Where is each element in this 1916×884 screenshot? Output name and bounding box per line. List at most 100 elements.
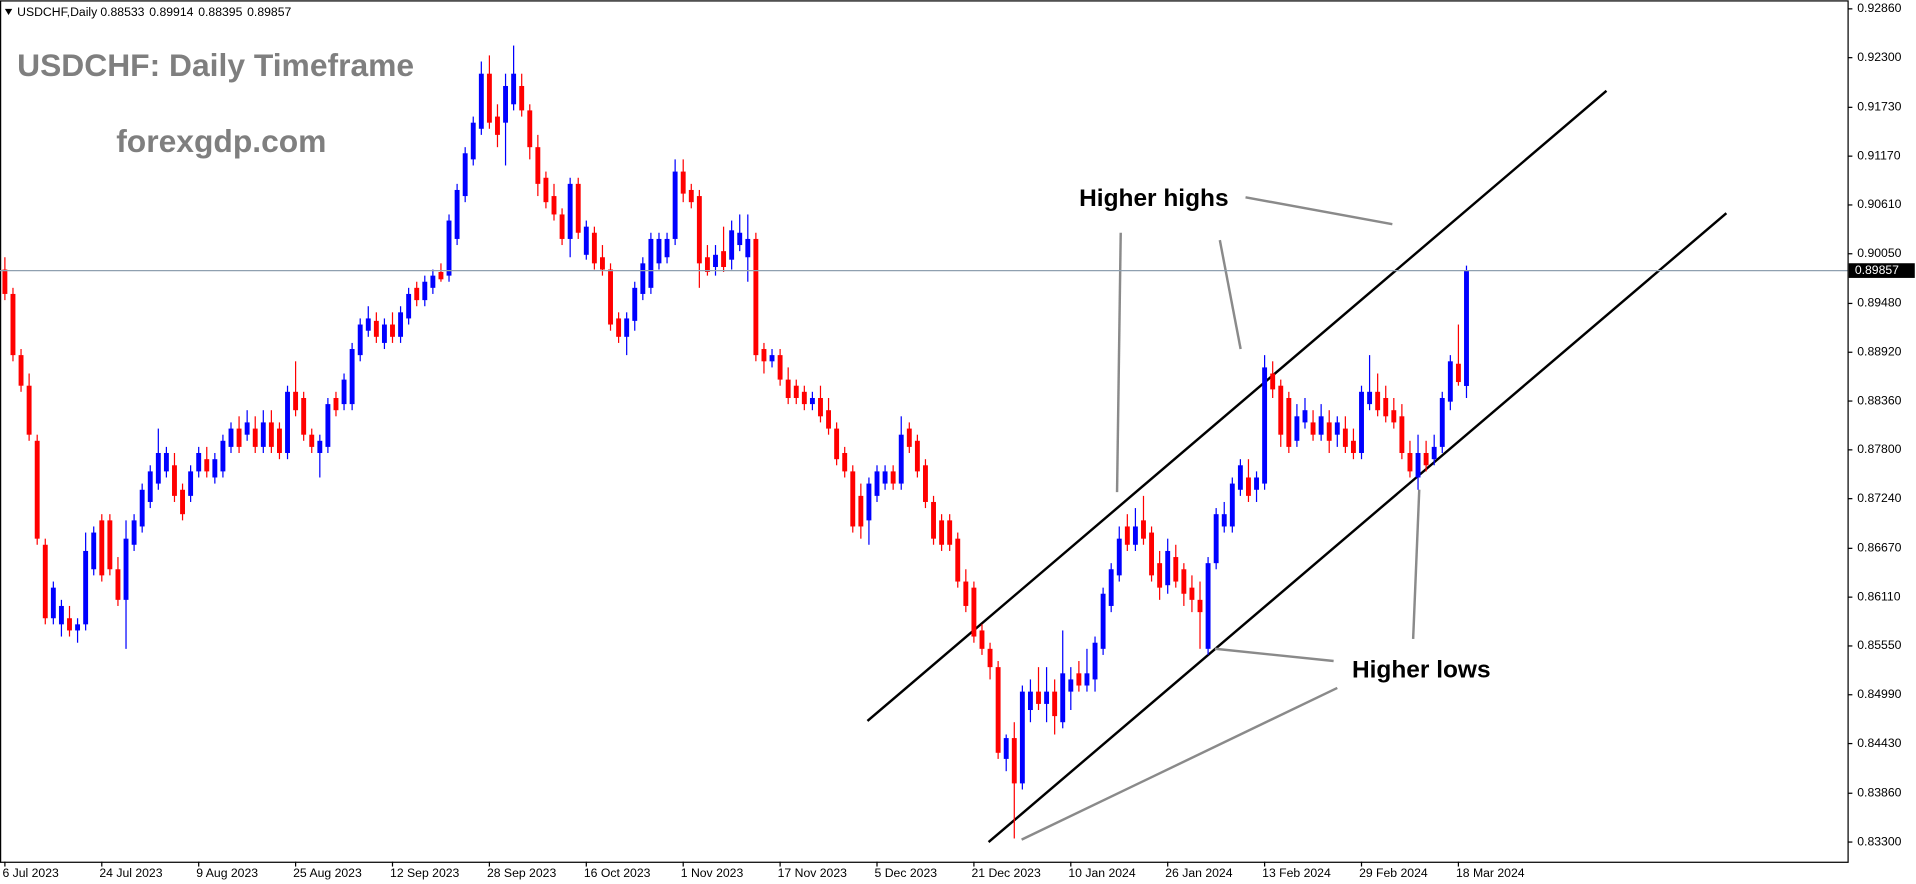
candle-body [163,452,169,472]
candle-body [519,85,525,111]
candle-body [1197,599,1203,613]
candle-body [155,452,161,484]
candle-body [1157,563,1163,588]
candle-body [1189,587,1195,600]
candle-body [906,428,912,447]
candle-body [406,293,412,319]
y-tick-label: 0.89480 [1857,296,1901,310]
candle-body [478,73,484,129]
candle-body [624,318,630,337]
candle-body [1076,673,1082,686]
x-tick-label: 18 Mar 2024 [1456,866,1525,880]
candle-body [1367,391,1373,405]
candle-body [204,459,210,472]
candle-body [600,257,605,270]
candle-body [1334,422,1340,435]
candle-body [1286,398,1292,447]
candle-body [955,538,961,582]
header-close: 0.89857 [247,5,291,19]
candle-body [220,440,226,472]
candle-body [688,189,694,203]
candle-body [139,489,145,527]
price-label-bg [1848,263,1915,278]
candle-body [535,147,541,184]
candle-body [882,471,888,484]
chart-title: USDCHF: Daily Timeframe [17,47,414,83]
candle-body [115,569,121,600]
candle-body [357,324,363,356]
candle-body [729,230,735,260]
candle-body [42,544,48,619]
candle-body [446,220,452,276]
candle-body [18,355,24,386]
candle-body [107,520,113,570]
candle-body [1431,446,1437,460]
candle-body [50,587,56,619]
y-tick-label: 0.83300 [1857,834,1901,848]
candle-body [422,281,428,301]
candle-body [268,422,274,447]
candle-body [559,214,565,239]
candle-body [1270,373,1276,390]
candle-body [890,471,896,484]
candle-body [1318,416,1324,435]
candle-body [333,398,339,411]
candle-body [244,422,250,435]
pointer-line [1021,686,1338,841]
candle-body [1116,538,1122,576]
x-tick-label: 26 Jan 2024 [1165,866,1232,880]
x-tick-label: 12 Sep 2023 [390,866,460,880]
candle-body [390,324,395,337]
candle-body [317,440,323,453]
candle-body [979,630,985,649]
candle-body [67,618,72,631]
candle-body [34,440,40,539]
candle-body [1391,410,1397,423]
candle-body [438,271,444,280]
annotation: Higher lows [1352,656,1491,683]
y-tick-label: 0.87240 [1857,491,1901,505]
candle-body [931,501,936,539]
pointer-line [1245,196,1393,226]
pointer-line [1115,232,1122,493]
candle-body [914,440,920,472]
header-high: 0.89914 [149,5,193,19]
candle-body [1310,422,1316,435]
candle-body [1439,398,1445,447]
pointer-line [1218,239,1242,350]
channel-lower [987,212,1728,844]
candle-body [470,122,476,160]
x-tick-label: 5 Dec 2023 [875,866,938,880]
y-tick-label: 0.83860 [1857,785,1901,799]
channel-upper [866,89,1608,722]
candle-body [1019,691,1025,784]
candle-body [664,238,670,258]
plot-frame [0,0,1849,863]
candle-body [551,196,557,215]
candle-body [511,73,517,105]
candle-body [672,171,678,239]
candle-body [123,538,129,600]
candle-body [761,349,767,362]
candle-body [1302,410,1308,423]
candle-body [1092,642,1098,680]
candle-body [1278,385,1284,435]
candle-body [1060,673,1066,723]
x-tick-label: 21 Dec 2023 [971,866,1040,880]
x-tick-label: 24 Jul 2023 [99,866,162,880]
candle-body [349,349,355,405]
candle-body [293,391,299,411]
candle-body [10,293,16,356]
y-tick-label: 0.88360 [1857,393,1901,407]
candle-body [188,471,194,496]
y-tick-label: 0.92300 [1857,50,1901,64]
candle-body [1044,691,1050,704]
candle-body [325,404,331,447]
y-tick-label: 0.88920 [1857,344,1901,358]
y-tick-label: 0.90610 [1857,197,1901,211]
menu-arrow [4,8,13,15]
candle-body [147,471,153,502]
candle-body [648,238,654,288]
header-open: 0.88533 [100,5,144,19]
